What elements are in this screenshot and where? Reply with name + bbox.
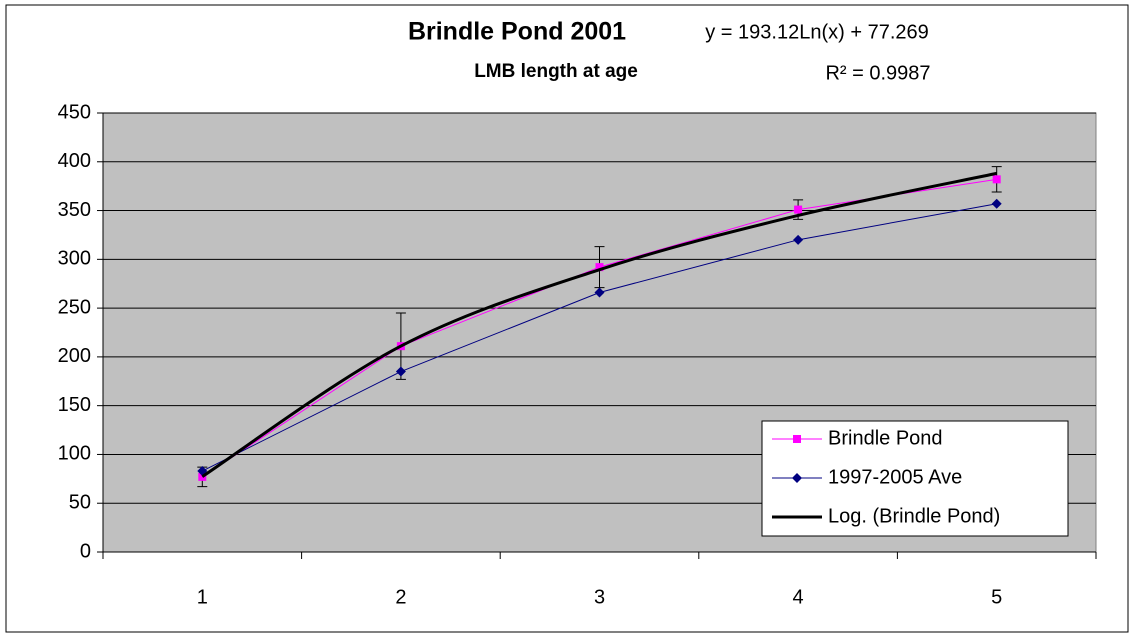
trend-r-squared: R² = 0.9987 [825, 62, 930, 84]
chart-title: Brindle Pond 2001 [408, 18, 626, 46]
y-tick-label: 150 [58, 394, 91, 416]
y-tick-label: 100 [58, 443, 91, 465]
legend-label: 1997-2005 Ave [828, 466, 962, 488]
y-tick-label: 0 [80, 540, 91, 562]
x-tick-label: 2 [395, 586, 406, 608]
y-tick-label: 300 [58, 248, 91, 270]
point [594, 287, 605, 298]
x-tick-label: 3 [594, 586, 605, 608]
point [991, 198, 1002, 209]
legend-label: Brindle Pond [828, 427, 943, 449]
y-tick-label: 400 [58, 150, 91, 172]
trend-equation: y = 193.12Ln(x) + 77.269 [705, 21, 929, 43]
x-tick-label: 5 [991, 586, 1002, 608]
point [793, 234, 804, 245]
point [595, 263, 604, 272]
legend-marker [793, 435, 801, 443]
y-tick-label: 250 [58, 296, 91, 318]
y-tick-label: 450 [58, 101, 91, 123]
x-tick-label: 4 [793, 586, 804, 608]
legend-marker [792, 473, 802, 483]
x-tick-label: 1 [197, 586, 208, 608]
y-tick-label: 50 [69, 492, 91, 514]
point [794, 205, 803, 214]
trendline [201, 171, 998, 478]
point [992, 175, 1001, 184]
chart-subtitle: LMB length at age [474, 61, 638, 82]
point [198, 472, 207, 481]
point [395, 366, 406, 377]
y-tick-label: 350 [58, 199, 91, 221]
y-tick-label: 200 [58, 345, 91, 367]
legend-label: Log. (Brindle Pond) [828, 505, 1000, 527]
